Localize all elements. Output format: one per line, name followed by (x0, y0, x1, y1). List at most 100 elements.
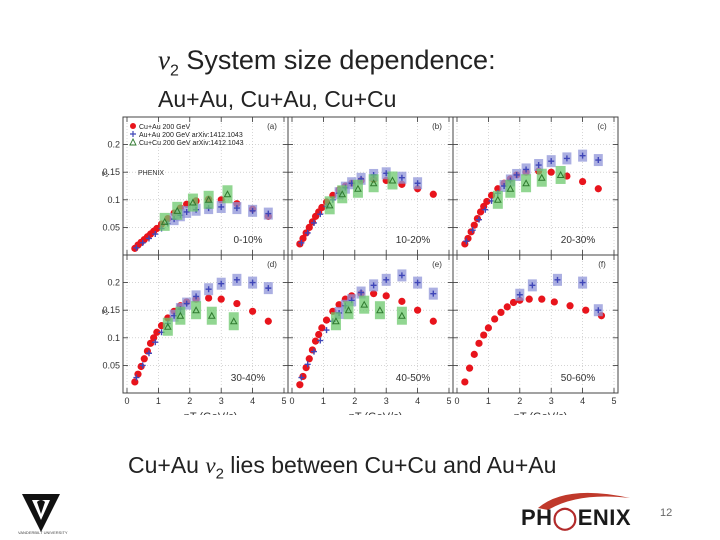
x-tick-label: 2 (187, 396, 192, 406)
cucu-syst-box (396, 306, 407, 325)
x-tick-label: 3 (549, 396, 554, 406)
auau-point (529, 282, 536, 289)
auau-point (595, 307, 602, 314)
cuau-point (318, 203, 326, 212)
auau-point (145, 235, 152, 242)
auau-point (218, 203, 225, 210)
cucu-point (556, 170, 565, 178)
panel-label: (f) (598, 260, 606, 269)
slide-caption: Cu+Au v2 lies between Cu+Cu and Au+Au (128, 450, 556, 490)
auau-point (139, 239, 146, 246)
cuau-point (308, 346, 317, 354)
cucu-syst-box (343, 301, 354, 320)
x-tick-label: 5 (446, 396, 451, 406)
auau-point (323, 327, 330, 334)
auau-point (152, 231, 159, 238)
cuau-point (315, 330, 323, 339)
auau-point (317, 337, 324, 344)
experiment-label: PHENIX (138, 170, 164, 177)
cucu-syst-box (187, 193, 198, 212)
auau-point (430, 290, 437, 297)
cuau-point (398, 297, 406, 305)
auau-point (310, 219, 317, 226)
auau-point (249, 207, 256, 214)
cuau-point (296, 381, 304, 389)
cucu-point (369, 179, 378, 187)
x-axis-label: pT (GeV/c) (184, 411, 238, 415)
auau-point (152, 339, 159, 346)
cucu-syst-box (359, 295, 370, 314)
auau-point (145, 350, 152, 357)
auau-point (139, 362, 146, 369)
centrality-label: 30-40% (231, 373, 266, 384)
cuau-point (305, 355, 313, 363)
cuau-point (538, 295, 546, 303)
cucu-syst-box (324, 196, 335, 215)
phenix-right: ENIX (577, 505, 632, 530)
auau-point (535, 162, 542, 169)
auau-point (475, 216, 482, 223)
x-tick-label: 3 (384, 396, 389, 406)
auau-point (233, 205, 240, 212)
cuau-point (153, 328, 161, 336)
cuau-point (264, 317, 272, 325)
cuau-point (480, 331, 488, 339)
panel-label: (b) (432, 122, 442, 131)
auau-point (398, 272, 405, 279)
x-tick-label: 5 (281, 396, 286, 406)
x-tick-label: 0 (289, 396, 294, 406)
cuau-point (491, 315, 499, 323)
y-tick-label: 0.05 (102, 222, 120, 232)
cucu-point (189, 198, 197, 206)
x-tick-label: 0 (124, 396, 129, 406)
auau-point (482, 206, 489, 213)
cuau-point (429, 317, 437, 325)
cucu-point (388, 176, 397, 184)
y-axis-label: v₂ (101, 169, 108, 178)
cucu-syst-box (222, 185, 233, 204)
cucu-point (325, 201, 334, 209)
legend-marker-cucu (129, 137, 137, 146)
cuau-point (547, 168, 555, 176)
auau-point (513, 171, 520, 178)
cucu-point (344, 306, 353, 314)
cucu-point (493, 195, 502, 203)
cucu-syst-box (352, 179, 363, 198)
auau-point (304, 361, 311, 368)
cuau-point (473, 214, 482, 223)
slide-number: 12 (660, 507, 673, 519)
auau-point (218, 280, 225, 287)
y-tick-label: 0.2 (107, 278, 120, 288)
y-tick-label: 0.2 (107, 140, 120, 150)
auau-point (317, 211, 324, 218)
y-tick-label: 0.15 (102, 167, 120, 177)
cuau-point (579, 177, 587, 186)
cucu-point (160, 217, 169, 225)
cuau-point (153, 224, 161, 233)
cucu-point (223, 190, 232, 198)
cuau-point (475, 339, 483, 347)
cuau-point (414, 306, 422, 314)
slide-title: v2 System size dependence: (158, 42, 496, 89)
phenix-left: PH (521, 505, 553, 530)
phenix-logo-arc (538, 492, 630, 510)
auau-point (233, 276, 240, 283)
cucu-syst-box (191, 301, 202, 320)
auau-point (133, 374, 140, 381)
cucu-syst-box (505, 179, 516, 198)
cucu-syst-box (555, 165, 566, 184)
panel-frame (287, 254, 454, 394)
auau-point (579, 279, 586, 286)
cucu-point (176, 311, 185, 319)
cuau-point (582, 306, 590, 314)
auau-point (265, 210, 272, 217)
auau-point (133, 244, 140, 251)
phenix-logo-text: PH◯ENIX (521, 505, 631, 531)
cuau-point (470, 221, 478, 229)
cucu-syst-box (492, 190, 503, 209)
cuau-point (140, 355, 148, 363)
auau-point (554, 276, 561, 283)
cucu-point (522, 179, 530, 187)
auau-point (358, 289, 365, 296)
auau-point (304, 229, 311, 236)
